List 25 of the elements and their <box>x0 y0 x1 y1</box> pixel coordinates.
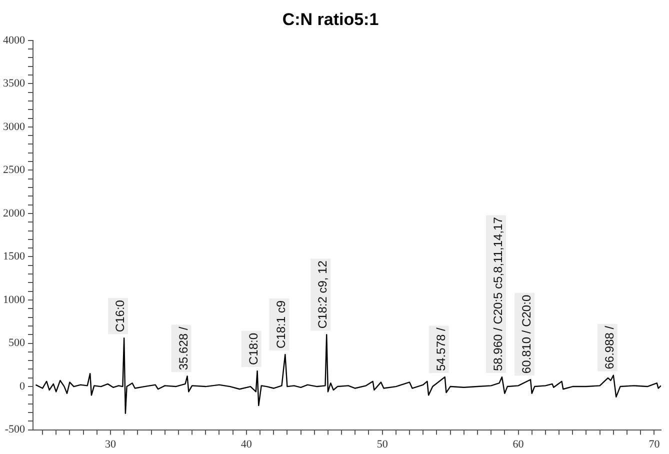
annotation: 60.810 / C20:0 <box>520 294 534 374</box>
x-tick-label: 60 <box>512 438 524 450</box>
x-tick-label: 30 <box>104 438 116 450</box>
annotation: C18:2 c9, 12 <box>316 260 330 329</box>
annotation: C18:0 <box>246 332 260 365</box>
y-tick-label: -500 <box>4 424 26 436</box>
annotation: 66.988 / <box>602 325 616 370</box>
y-tick-label: 3500 <box>3 78 26 90</box>
annotation: 35.628 / <box>176 326 190 370</box>
annotation: C16:0 <box>113 300 128 332</box>
y-tick-label: 2500 <box>3 164 26 176</box>
y-tick-label: 2000 <box>3 207 26 220</box>
y-tick-label: 0 <box>20 380 26 392</box>
y-tick-label: 3000 <box>3 120 26 133</box>
annotation: C18:1 c9 <box>274 300 288 349</box>
x-tick-label: 70 <box>648 438 660 450</box>
annotation: 58.960 / C20:5 c5,8,11,14,17 <box>490 216 505 372</box>
chart-title: C:N ratio5:1 <box>282 10 379 29</box>
y-tick-label: 500 <box>8 337 26 350</box>
y-tick-label: 1500 <box>3 250 26 263</box>
x-tick-label: 40 <box>240 438 252 450</box>
y-tick-label: 4000 <box>3 34 26 46</box>
annotation: 54.578 / <box>434 326 448 372</box>
y-tick-label: 1000 <box>3 294 26 306</box>
x-tick-label: 50 <box>376 438 388 450</box>
